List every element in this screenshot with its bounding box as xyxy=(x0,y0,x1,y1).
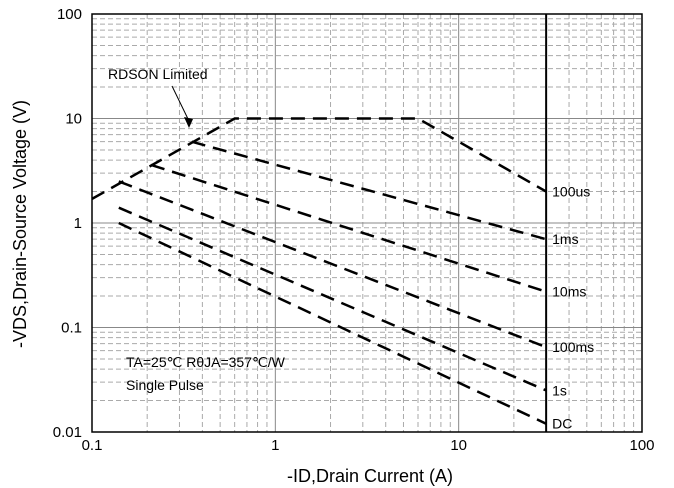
rdson-arrow xyxy=(171,85,193,128)
conditions-label: TA=25℃ RθJA=357℃/W xyxy=(126,354,286,370)
x-tick-label: 0.1 xyxy=(82,437,103,454)
plot-frame xyxy=(91,13,643,433)
x-tick-label: 10 xyxy=(450,437,467,454)
y-tick-label: 0.01 xyxy=(53,424,82,441)
rdson-limited-label: RDSON Limited xyxy=(108,66,208,82)
series-line-1ms xyxy=(191,140,547,241)
single-pulse-label: Single Pulse xyxy=(126,377,204,393)
series-label-100ms: 100ms xyxy=(552,339,594,355)
x-tick-label: 1 xyxy=(271,437,279,454)
y-axis-title: -VDS,Drain-Source Voltage (V) xyxy=(10,100,30,348)
series-lines xyxy=(91,117,547,425)
series-label-1s: 1s xyxy=(552,382,567,398)
series-labels: 100us 1ms 10ms 100ms 1s DC xyxy=(552,184,594,432)
y-tick-label: 100 xyxy=(57,6,82,23)
x-axis-title: -ID,Drain Current (A) xyxy=(287,466,453,486)
y-tick-label: 10 xyxy=(65,111,82,128)
series-line-10ms xyxy=(150,163,547,293)
series-label-1ms: 1ms xyxy=(552,231,578,247)
y-tick-label: 1 xyxy=(74,215,82,232)
series-label-10ms: 10ms xyxy=(552,284,586,300)
series-line-dc xyxy=(118,221,547,425)
series-label-dc: DC xyxy=(552,416,572,432)
y-tick-label: 0.1 xyxy=(61,320,82,337)
series-line-1s xyxy=(118,206,547,392)
series-line-100ms xyxy=(118,180,547,349)
series-label-100us: 100us xyxy=(552,184,590,200)
series-line-100us xyxy=(91,117,547,200)
x-tick-label: 100 xyxy=(629,437,654,454)
